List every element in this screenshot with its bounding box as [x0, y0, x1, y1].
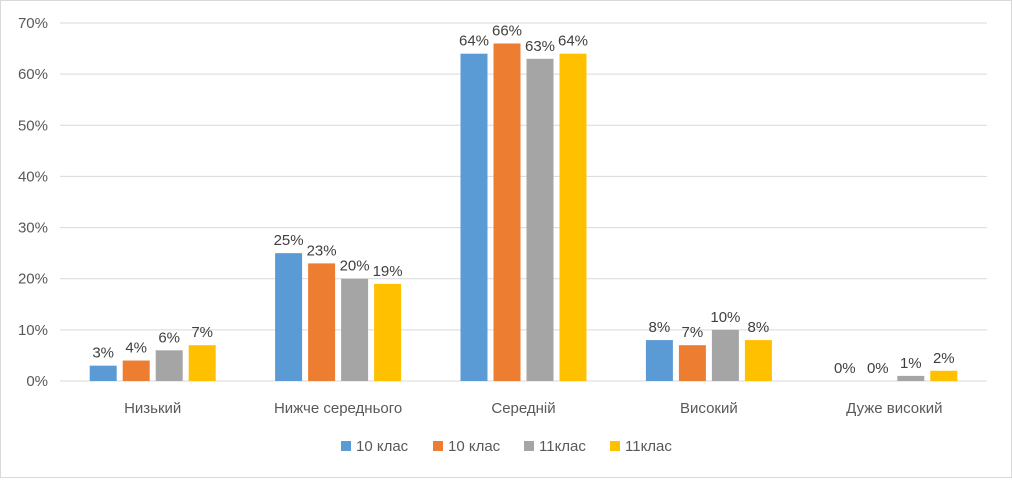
data-label: 64%	[459, 33, 489, 50]
category-label: Середній	[491, 400, 555, 417]
data-label: 66%	[492, 22, 522, 39]
data-label: 8%	[649, 319, 671, 336]
bar	[559, 53, 587, 381]
y-tick-label: 60%	[18, 66, 48, 83]
bar	[308, 263, 336, 381]
bar	[188, 345, 216, 381]
bar	[374, 283, 402, 381]
y-tick-label: 30%	[18, 220, 48, 237]
bar	[275, 253, 303, 381]
bar	[460, 53, 488, 381]
y-tick-label: 50%	[18, 117, 48, 134]
gridlines	[60, 22, 987, 382]
data-label: 63%	[525, 38, 555, 55]
data-label: 8%	[748, 319, 770, 336]
legend-swatch	[341, 441, 351, 451]
data-label: 7%	[682, 324, 704, 341]
y-tick-label: 40%	[18, 168, 48, 185]
data-label: 23%	[307, 242, 337, 259]
legend-swatch	[524, 441, 534, 451]
bar	[744, 340, 772, 381]
y-tick-label: 10%	[18, 322, 48, 339]
data-label: 2%	[933, 350, 955, 367]
bar	[711, 329, 739, 381]
bar	[493, 43, 521, 381]
data-label: 1%	[900, 355, 922, 372]
data-labels: 3% 4%6% 7%25%23%20% 19%64%66%63% 64%8% 7%10%8…	[92, 22, 954, 377]
category-label: Високий	[680, 400, 738, 417]
y-tick-label: 70%	[18, 15, 48, 32]
y-tick-label: 20%	[18, 271, 48, 288]
legend: 10 клас 10 клас 11клас 11клас	[341, 438, 672, 455]
data-label: 20%	[340, 258, 370, 275]
legend-label: 10 клас	[448, 438, 501, 455]
category-label: Дуже високий	[846, 400, 942, 417]
legend-label: 11клас	[539, 438, 586, 455]
bar	[155, 350, 183, 381]
bar	[89, 365, 117, 381]
bar	[678, 345, 706, 381]
bar	[341, 278, 369, 381]
y-tick-label: 0%	[26, 373, 48, 390]
bar	[122, 360, 150, 381]
data-label: 4%	[125, 340, 147, 357]
data-label: 64%	[558, 33, 588, 50]
x-axis-categories: Низький Нижче середнього Середній Високий Ду…	[124, 400, 942, 417]
data-label: 7%	[191, 324, 213, 341]
data-label: 25%	[274, 232, 304, 249]
bar	[930, 370, 958, 381]
bar	[897, 375, 925, 381]
legend-label: 11клас	[625, 438, 672, 455]
y-axis-ticks: 0% 10% 20% 30% 40% 50% 60% 70%	[18, 15, 48, 390]
data-label: 10%	[710, 309, 740, 326]
category-label: Низький	[124, 400, 181, 417]
data-label: 3%	[92, 345, 114, 362]
bars	[89, 43, 958, 382]
bar	[645, 340, 673, 381]
legend-label: 10 клас	[356, 438, 409, 455]
category-label: Нижче середнього	[274, 400, 402, 417]
bar	[526, 58, 554, 382]
legend-swatch	[433, 441, 443, 451]
data-label: 19%	[373, 263, 403, 280]
data-label: 6%	[158, 329, 180, 346]
legend-swatch	[610, 441, 620, 451]
data-label: 0%	[834, 360, 856, 377]
data-label: 0%	[867, 360, 889, 377]
